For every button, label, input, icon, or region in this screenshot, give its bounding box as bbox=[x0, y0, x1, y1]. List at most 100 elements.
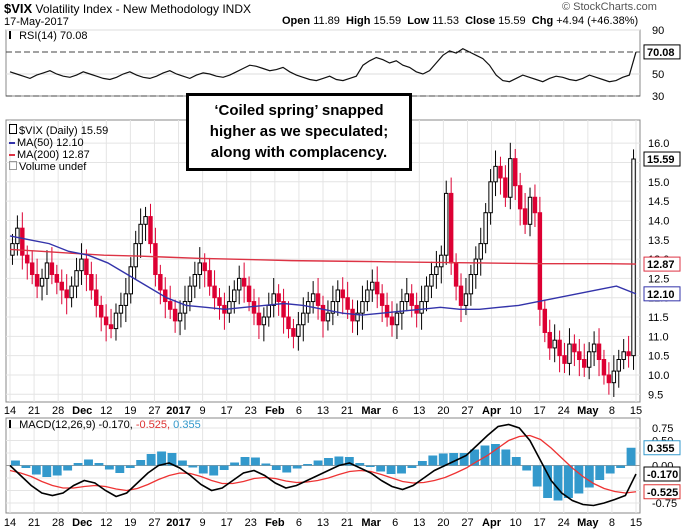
macd-x-tick-label: 28 bbox=[52, 517, 64, 529]
price-y-tick-label: 11.5 bbox=[648, 312, 669, 324]
macd-histogram-bar bbox=[428, 455, 438, 466]
candle-body bbox=[207, 270, 212, 287]
low-label: Low bbox=[407, 15, 430, 27]
volume-legend-swatch bbox=[9, 161, 17, 170]
ma200-value-box bbox=[643, 256, 681, 272]
ma200-line bbox=[9, 248, 637, 265]
macd-x-tick-label: 17 bbox=[534, 517, 546, 529]
rsi-value-label: 70.08 bbox=[647, 47, 675, 59]
candle-body bbox=[281, 301, 286, 318]
price-x-tick-label: 9 bbox=[200, 405, 206, 417]
candle-body bbox=[79, 258, 84, 272]
macd-x-tick-label: 17 bbox=[221, 517, 233, 529]
macd-x-tick-label: 27 bbox=[148, 517, 160, 529]
close-value: 15.59 bbox=[498, 15, 526, 27]
candle-body bbox=[517, 185, 523, 210]
macd-hist-box bbox=[643, 440, 681, 456]
macd-x-tick-label: Feb bbox=[265, 517, 285, 529]
candle-body bbox=[113, 312, 119, 330]
high-label: High bbox=[346, 15, 371, 27]
macd-histogram-bar bbox=[543, 465, 553, 498]
candle-body bbox=[365, 289, 370, 303]
macd-signal-line bbox=[9, 434, 637, 494]
candle-body bbox=[513, 158, 518, 187]
price-y-tick-label: 10.0 bbox=[648, 370, 669, 382]
candle-body bbox=[439, 254, 444, 268]
macd-x-tick-label: 6 bbox=[296, 517, 302, 529]
price-y-tick-label: 16.0 bbox=[648, 138, 669, 150]
candle-body bbox=[601, 359, 607, 376]
macd-histogram-bar bbox=[511, 457, 521, 466]
macd-x-tick-label: 19 bbox=[124, 517, 136, 529]
candle-body bbox=[54, 274, 60, 283]
macd-histogram-bar bbox=[84, 459, 93, 466]
macd-histogram-bar bbox=[397, 465, 406, 474]
candle-body bbox=[522, 208, 528, 225]
candle-body bbox=[399, 301, 405, 314]
candle-body bbox=[577, 351, 582, 361]
chg-value: +4.94 (+46.38%) bbox=[556, 15, 639, 27]
candle-body bbox=[458, 285, 464, 306]
candle-body bbox=[153, 243, 158, 276]
price-y-tick-label: 11.0 bbox=[648, 331, 669, 343]
candle-body bbox=[498, 165, 503, 179]
price-x-tick-label: 23 bbox=[245, 405, 257, 417]
macd-histogram-bar bbox=[417, 461, 427, 466]
candle-body bbox=[34, 274, 40, 287]
macd-x-tick-label: 14 bbox=[4, 517, 16, 529]
macd-x-tick-label: May bbox=[577, 517, 599, 529]
price-x-tick-label: Apr bbox=[482, 405, 502, 417]
candle-body bbox=[448, 192, 454, 264]
callout-line-3: along with complacency. bbox=[210, 144, 388, 161]
macd-histogram-bar bbox=[167, 453, 177, 466]
candle-body bbox=[177, 312, 183, 322]
price-x-tick-label: 6 bbox=[392, 405, 398, 417]
macd-histogram-bar bbox=[157, 451, 166, 466]
quote-bar: Open 11.89 High 15.59 Low 11.53 Close 15… bbox=[282, 15, 638, 27]
macd-histogram-bar bbox=[42, 465, 52, 477]
candle-body bbox=[148, 216, 153, 245]
macd-histogram-bar bbox=[522, 465, 532, 471]
macd-x-tick-label: 2017 bbox=[166, 517, 190, 529]
candle-body bbox=[44, 262, 50, 279]
macd-x-tick-label: 27 bbox=[461, 517, 473, 529]
macd-histogram-bar bbox=[11, 460, 20, 466]
price-x-tick-label: 8 bbox=[609, 405, 615, 417]
macd-signal-value-label: -0.525 bbox=[647, 487, 678, 499]
candle-body bbox=[379, 293, 385, 306]
candle-body bbox=[103, 316, 109, 326]
macd-histogram-bar bbox=[282, 465, 292, 473]
rsi-y-tick-label: 50 bbox=[652, 69, 664, 81]
candle-body bbox=[108, 324, 114, 330]
exchange-label: INDX bbox=[222, 2, 251, 16]
candle-body bbox=[236, 277, 242, 291]
ma50-value-label: 12.10 bbox=[647, 289, 675, 301]
rsi-line bbox=[9, 48, 637, 83]
candle-body bbox=[118, 304, 124, 314]
candle-body bbox=[232, 289, 237, 303]
macd-histogram-bar bbox=[564, 465, 573, 498]
candle-body bbox=[98, 304, 104, 318]
candle-body bbox=[271, 293, 276, 306]
candle-body bbox=[325, 312, 331, 322]
rsi-legend-icon bbox=[9, 31, 16, 39]
macd-histogram-bar bbox=[480, 445, 490, 466]
high-value: 15.59 bbox=[373, 15, 402, 27]
candle-body bbox=[212, 285, 217, 299]
macd-x-tick-label: 24 bbox=[558, 517, 570, 529]
candle-body bbox=[562, 355, 567, 364]
annotation-callout: ‘Coiled spring’ snapped higher as we spe… bbox=[186, 93, 412, 171]
candle-body bbox=[503, 177, 508, 198]
macd-histogram-bar bbox=[459, 453, 469, 466]
candle-body bbox=[217, 297, 222, 306]
rsi-legend: RSI(14) 70.08 bbox=[9, 30, 88, 42]
candle-body bbox=[508, 158, 513, 198]
candle-body bbox=[453, 262, 459, 287]
macd-histogram-bar bbox=[376, 465, 386, 472]
candle-body bbox=[74, 270, 79, 287]
macd-x-tick-label: Dec bbox=[72, 517, 92, 529]
candle-body bbox=[133, 243, 138, 268]
price-x-tick-label: 13 bbox=[317, 405, 329, 417]
macd-histogram-bar bbox=[21, 465, 31, 468]
rsi-y-tick-label: 90 bbox=[652, 25, 664, 37]
